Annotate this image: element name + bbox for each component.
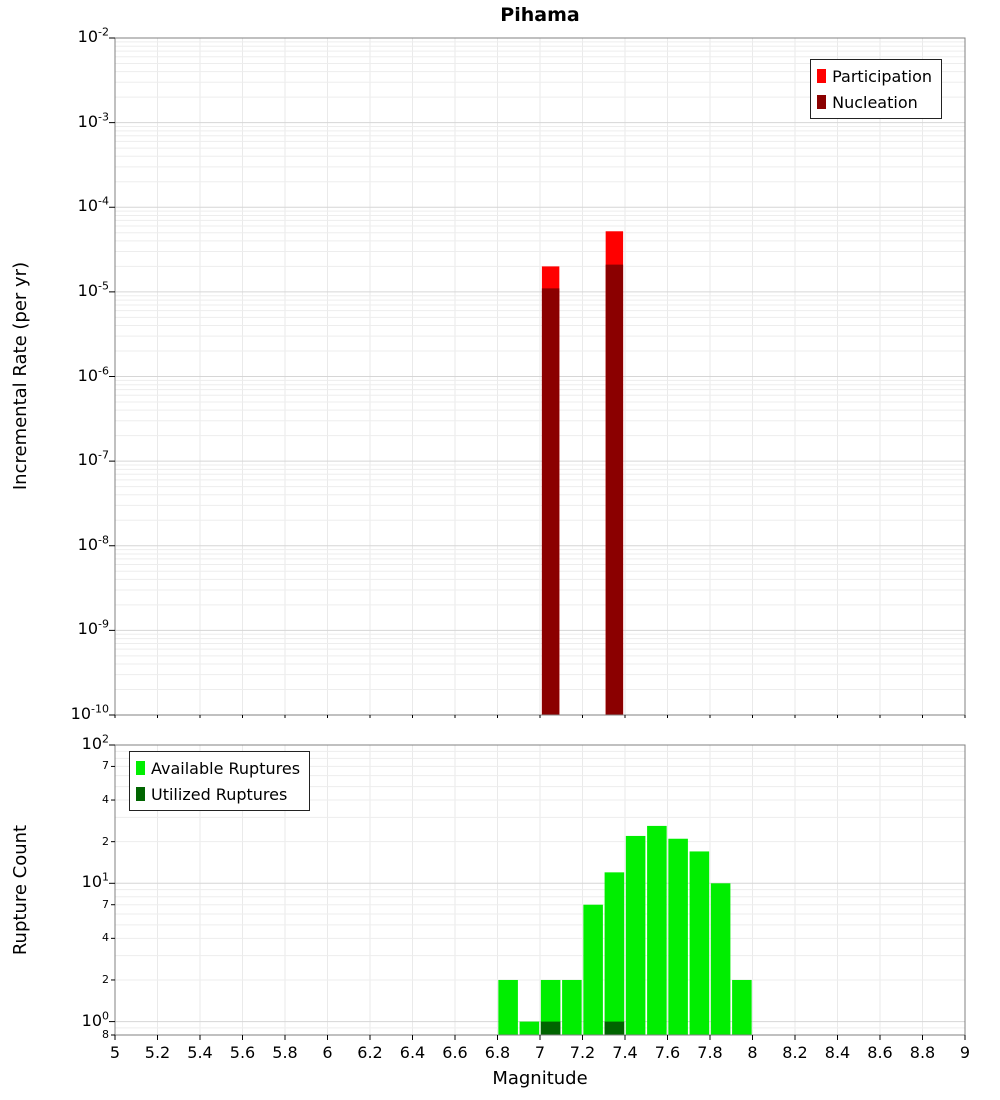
x-tick-label: 5.2: [144, 1043, 171, 1062]
x-tick-label: 8.4: [824, 1043, 851, 1062]
legend-item-nucleation: Nucleation: [817, 89, 932, 115]
y-tick-label: 10-9: [77, 618, 109, 639]
available-ruptures-bar: [710, 883, 731, 1035]
legend-count-chart: Available Ruptures Utilized Ruptures: [129, 751, 311, 811]
chart-area-0: [109, 37, 966, 718]
legend-item-participation: Participation: [817, 63, 932, 89]
x-tick-label: 6.4: [399, 1043, 426, 1062]
legend-item-available-ruptures: Available Ruptures: [136, 755, 300, 781]
y-tick-label: 2: [102, 834, 109, 848]
available-ruptures-bar: [689, 851, 710, 1035]
y-tick-label: 10-5: [77, 279, 109, 300]
legend-label-available-ruptures: Available Ruptures: [151, 758, 301, 778]
available-ruptures-bar: [562, 979, 582, 1035]
y-tick-label: 10-3: [77, 110, 109, 131]
available-ruptures-bar: [498, 979, 518, 1035]
available-ruptures-bar: [668, 838, 688, 1035]
axis-ticks: [109, 37, 966, 718]
x-tick-label: 8.2: [782, 1043, 808, 1062]
available-ruptures-bar: [540, 979, 561, 1035]
legend-item-utilized-ruptures: Utilized Ruptures: [136, 781, 300, 807]
legend-label-participation: Participation: [832, 66, 932, 86]
available-ruptures-swatch: [136, 761, 145, 775]
x-tick-label: 8.8: [909, 1043, 936, 1062]
x-tick-label: 6: [322, 1043, 333, 1062]
available-ruptures-series: [498, 825, 752, 1035]
y-tick-label: 7: [102, 897, 109, 911]
utilized-ruptures-bar: [604, 1021, 625, 1035]
y-tick-label: 100: [81, 1009, 109, 1030]
x-tick-label: 7.4: [612, 1043, 638, 1062]
y-tick-label: 7: [102, 759, 109, 773]
x-tick-label: 6.8: [484, 1043, 511, 1062]
y-tick-label: 101: [81, 870, 109, 892]
x-tick-label: 7: [534, 1043, 546, 1062]
y-tick-label: 8: [102, 1028, 109, 1041]
x-tick-label: 6.2: [357, 1043, 383, 1062]
utilized-ruptures-series: [540, 1021, 625, 1035]
y-tick-label: 10-8: [77, 533, 109, 554]
nucleation-swatch: [817, 95, 827, 109]
utilized-ruptures-swatch: [136, 787, 145, 801]
available-ruptures-bar: [583, 904, 603, 1035]
participation-swatch: [817, 69, 827, 83]
x-tick-label: 7.2: [569, 1043, 596, 1062]
x-tick-label: 5.4: [187, 1043, 213, 1062]
y-tick-label: 10-4: [77, 194, 109, 216]
x-tick-label: 7.8: [697, 1043, 723, 1062]
x-tick-label: 5: [109, 1043, 121, 1062]
x-tick-label: 6.6: [442, 1043, 468, 1062]
nucleation-bar: [541, 288, 560, 715]
nucleation-bar: [605, 264, 624, 715]
y-axis-label-rupture-count: Rupture Count: [10, 824, 31, 956]
y-tick-label: 10-7: [77, 448, 109, 470]
y-tick-label: 4: [102, 931, 109, 945]
y-tick-label: 10-6: [77, 364, 109, 385]
y-tick-label: 10-2: [77, 25, 109, 46]
available-ruptures-bar: [732, 979, 752, 1035]
legend-label-utilized-ruptures: Utilized Ruptures: [151, 784, 288, 804]
x-tick-label: 8: [747, 1043, 758, 1062]
available-ruptures-bar: [604, 872, 625, 1035]
y-axis-label-incremental-rate: Incremental Rate (per yr): [10, 261, 31, 491]
y-tick-label: 102: [81, 732, 109, 753]
legend-label-nucleation: Nucleation: [832, 92, 918, 112]
legend-rate-chart: Participation Nucleation: [810, 59, 942, 119]
x-tick-label: 5.8: [272, 1043, 298, 1062]
available-ruptures-bar: [519, 1021, 540, 1035]
x-axis-label-magnitude: Magnitude: [492, 1068, 588, 1089]
x-tick-label: 8.6: [867, 1043, 893, 1062]
nucleation-series: [541, 264, 624, 715]
y-tick-label: 4: [102, 793, 109, 807]
axis-ticks: [109, 744, 966, 1040]
chart-area-1: [109, 744, 966, 1040]
x-tick-label: 7.6: [654, 1043, 681, 1062]
y-tick-label: 10-10: [70, 702, 109, 723]
x-tick-label: 5.6: [229, 1043, 256, 1062]
chart-title: Pihama: [500, 4, 580, 26]
available-ruptures-bar: [647, 825, 667, 1035]
x-tick-label: 9: [959, 1043, 971, 1062]
utilized-ruptures-bar: [540, 1021, 561, 1035]
y-tick-label: 2: [102, 972, 109, 986]
available-ruptures-bar: [625, 835, 646, 1035]
gridlines: [115, 38, 965, 715]
